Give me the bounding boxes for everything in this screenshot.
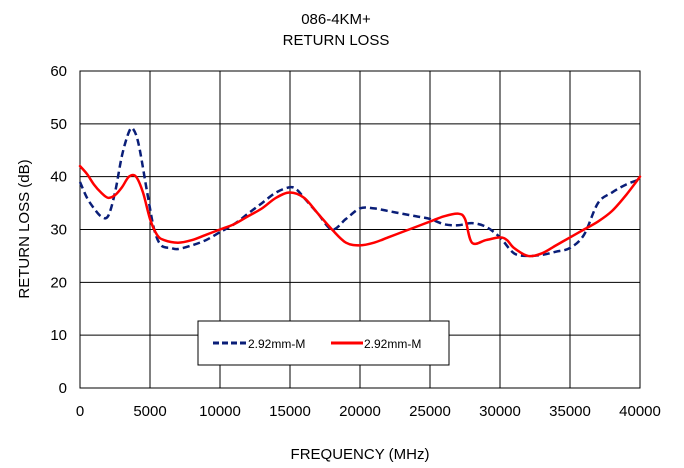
x-tick-label: 0 bbox=[76, 403, 84, 420]
chart-title-line-2: RETURN LOSS bbox=[283, 32, 390, 49]
grid bbox=[80, 71, 640, 388]
y-tick-label: 50 bbox=[50, 116, 67, 133]
x-tick-label: 15000 bbox=[269, 403, 311, 420]
legend-label-solid: 2.92mm-M bbox=[364, 337, 421, 351]
y-tick-label: 40 bbox=[50, 169, 67, 186]
legend-box bbox=[197, 320, 450, 366]
tick-labels: 0 5000 10000 15000 20000 25000 30000 35000 40000… bbox=[50, 63, 661, 420]
y-axis-label: RETURN LOSS (dB) bbox=[16, 159, 33, 298]
y-tick-label: 0 bbox=[59, 380, 67, 397]
x-tick-label: 25000 bbox=[409, 403, 451, 420]
series-lines bbox=[78, 126, 642, 258]
y-tick-label: 20 bbox=[50, 274, 67, 291]
y-tick-label: 60 bbox=[50, 63, 67, 80]
legend: 2.92mm-M 2.92mm-M bbox=[197, 320, 450, 366]
x-tick-label: 20000 bbox=[339, 403, 381, 420]
legend-label-dashed: 2.92mm-M bbox=[248, 337, 305, 351]
chart-title-line-1: 086-4KM+ bbox=[301, 11, 371, 28]
x-tick-label: 5000 bbox=[133, 403, 166, 420]
x-tick-label: 40000 bbox=[619, 403, 661, 420]
plot-area-border bbox=[79, 70, 641, 389]
series-line-solid bbox=[78, 164, 642, 258]
x-tick-label: 10000 bbox=[199, 403, 241, 420]
x-axis-label: FREQUENCY (MHz) bbox=[291, 446, 430, 463]
y-tick-label: 10 bbox=[50, 327, 67, 344]
x-tick-label: 30000 bbox=[479, 403, 521, 420]
x-tick-label: 35000 bbox=[549, 403, 591, 420]
y-tick-label: 30 bbox=[50, 222, 67, 239]
